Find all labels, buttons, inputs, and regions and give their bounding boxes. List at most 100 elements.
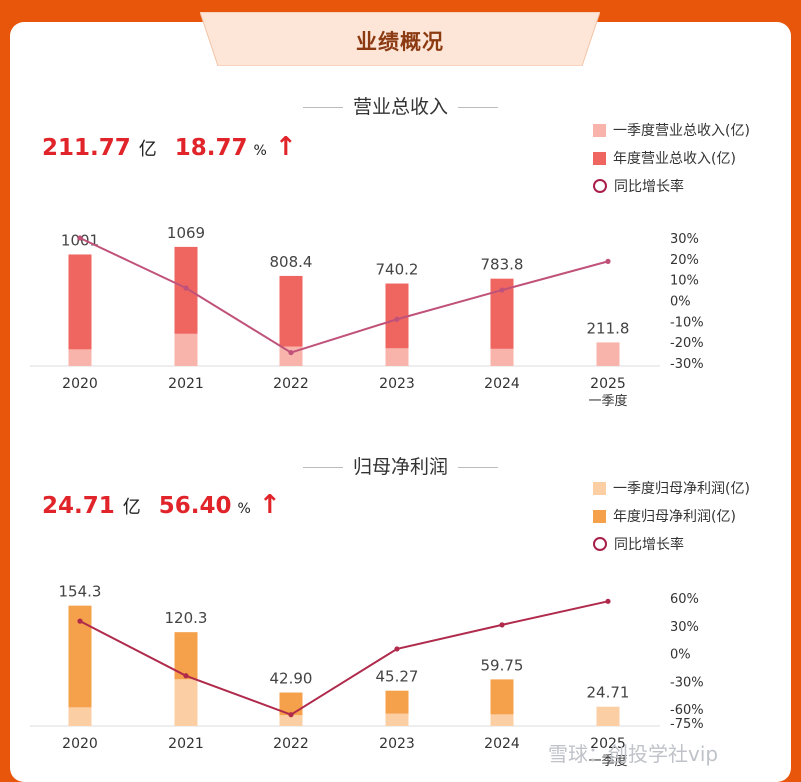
q1-bar [490, 348, 514, 366]
q1-bar [174, 333, 198, 366]
x-tick-sublabel: 一季度 [588, 393, 627, 409]
growth-point [288, 712, 294, 718]
x-tick-label: 2022 [273, 376, 309, 392]
annual-bar [490, 278, 514, 366]
q1-bar [68, 349, 92, 366]
right-axis-tick: 0% [670, 295, 691, 310]
growth-line [79, 237, 609, 354]
growth-point [605, 258, 611, 264]
up-arrow-icon: ↑ [274, 132, 297, 162]
legend-item-annual: 年度归母净利润(亿) [593, 502, 750, 530]
annual-bar [68, 254, 92, 366]
growth-point [183, 673, 189, 679]
bar-value-label: 45.27 [376, 668, 419, 686]
profit-kpi-unit: 亿 [122, 497, 141, 518]
legend-item-q1: 一季度营业总收入(亿) [593, 116, 750, 144]
q1-bar [490, 714, 514, 726]
banner-title: 业绩概况 [356, 30, 444, 54]
revenue-title-text: 营业总收入 [352, 96, 448, 118]
q1-bar [596, 706, 620, 726]
revenue-kpi-unit: 亿 [138, 139, 157, 160]
growth-point [77, 235, 83, 241]
legend-item-growth: 同比增长率 [593, 172, 750, 200]
q1-bar [279, 715, 303, 726]
x-tick-label: 2022 [273, 736, 309, 752]
legend-label: 同比增长率 [614, 179, 684, 195]
right-axis-tick: 30% [670, 620, 699, 635]
bar-value-label: 211.8 [587, 319, 630, 337]
revenue-section-title: 营业总收入 [0, 92, 801, 119]
right-axis-tick: 0% [670, 648, 691, 663]
profit-chart: 154.3 2020 120.3 2021 42.90 2022 45.27 2023 59.7… [30, 583, 704, 769]
revenue-kpi: 211.77 亿 18.77% ↑ [42, 132, 297, 162]
right-axis-tick: -20% [670, 336, 704, 351]
q1-bar [68, 707, 92, 726]
x-tick-label: 2024 [484, 736, 520, 752]
revenue-kpi-value: 211.77 [42, 135, 131, 161]
up-arrow-icon: ↑ [258, 490, 281, 520]
legend-label: 年度营业总收入(亿) [613, 151, 736, 167]
q1-bar [596, 342, 620, 366]
bar-value-label: 120.3 [165, 609, 208, 627]
revenue-kpi-growth: 18.77 [174, 135, 248, 161]
q1-bar [385, 713, 409, 726]
revenue-kpi-growth-unit: % [253, 143, 267, 159]
profit-kpi: 24.71 亿 56.40% ↑ [42, 490, 281, 520]
q1-bar [174, 679, 198, 726]
bar-value-label: 154.3 [59, 583, 102, 601]
profit-legend: 一季度归母净利润(亿) 年度归母净利润(亿) 同比增长率 [593, 474, 750, 558]
profit-kpi-value: 24.71 [42, 493, 115, 519]
x-tick-label: 2025 [590, 736, 626, 752]
banner: 业绩概况 [200, 12, 600, 66]
x-tick-sublabel: 一季度 [588, 753, 627, 769]
performance-card [10, 22, 791, 782]
annual-bar [279, 275, 303, 366]
growth-point [183, 285, 189, 291]
x-tick-label: 2020 [62, 736, 98, 752]
x-tick-label: 2021 [168, 736, 204, 752]
right-axis-tick: 20% [670, 253, 699, 268]
x-tick-label: 2021 [168, 376, 204, 392]
growth-point [605, 598, 611, 604]
profit-kpi-growth-unit: % [237, 501, 251, 517]
right-axis-tick: -30% [670, 357, 704, 372]
bar-value-label: 783.8 [481, 256, 524, 274]
bar-value-label: 42.90 [270, 670, 313, 688]
growth-point [499, 622, 505, 628]
right-axis-tick: -75% [670, 717, 704, 732]
bar-value-label: 808.4 [270, 253, 313, 271]
x-tick-label: 2020 [62, 376, 98, 392]
annual-bar [68, 605, 92, 726]
legend-label: 一季度营业总收入(亿) [613, 123, 750, 139]
legend-item-growth: 同比增长率 [593, 530, 750, 558]
x-tick-label: 2025 [590, 376, 626, 392]
profit-section-title: 归母净利润 [0, 452, 801, 479]
growth-point [77, 618, 83, 624]
growth-point [394, 646, 400, 652]
legend-item-q1: 一季度归母净利润(亿) [593, 474, 750, 502]
growth-point [394, 316, 400, 322]
x-tick-label: 2023 [379, 376, 415, 392]
bar-value-label: 740.2 [376, 261, 419, 279]
annual-bar [385, 283, 409, 366]
growth-point [499, 287, 505, 293]
bar-value-label: 59.75 [481, 656, 524, 674]
profit-title-text: 归母净利润 [352, 456, 448, 478]
legend-label: 同比增长率 [614, 537, 684, 553]
legend-label: 一季度归母净利润(亿) [613, 481, 750, 497]
q1-bar [385, 348, 409, 366]
bar-value-label: 1069 [167, 224, 205, 242]
growth-line [79, 600, 609, 716]
profit-kpi-growth: 56.40 [158, 493, 232, 519]
legend-label: 年度归母净利润(亿) [613, 509, 736, 525]
x-tick-label: 2023 [379, 736, 415, 752]
x-tick-label: 2024 [484, 376, 520, 392]
legend-item-annual: 年度营业总收入(亿) [593, 144, 750, 172]
right-axis-tick: 10% [670, 274, 699, 289]
revenue-legend: 一季度营业总收入(亿) 年度营业总收入(亿) 同比增长率 [593, 116, 750, 200]
right-axis-tick: 30% [670, 232, 699, 247]
bar-value-label: 24.71 [587, 684, 630, 702]
growth-point [288, 349, 294, 356]
right-axis-tick: -60% [670, 703, 704, 718]
revenue-chart: 1001202010692021808.42022740.22023783.82… [30, 224, 704, 409]
